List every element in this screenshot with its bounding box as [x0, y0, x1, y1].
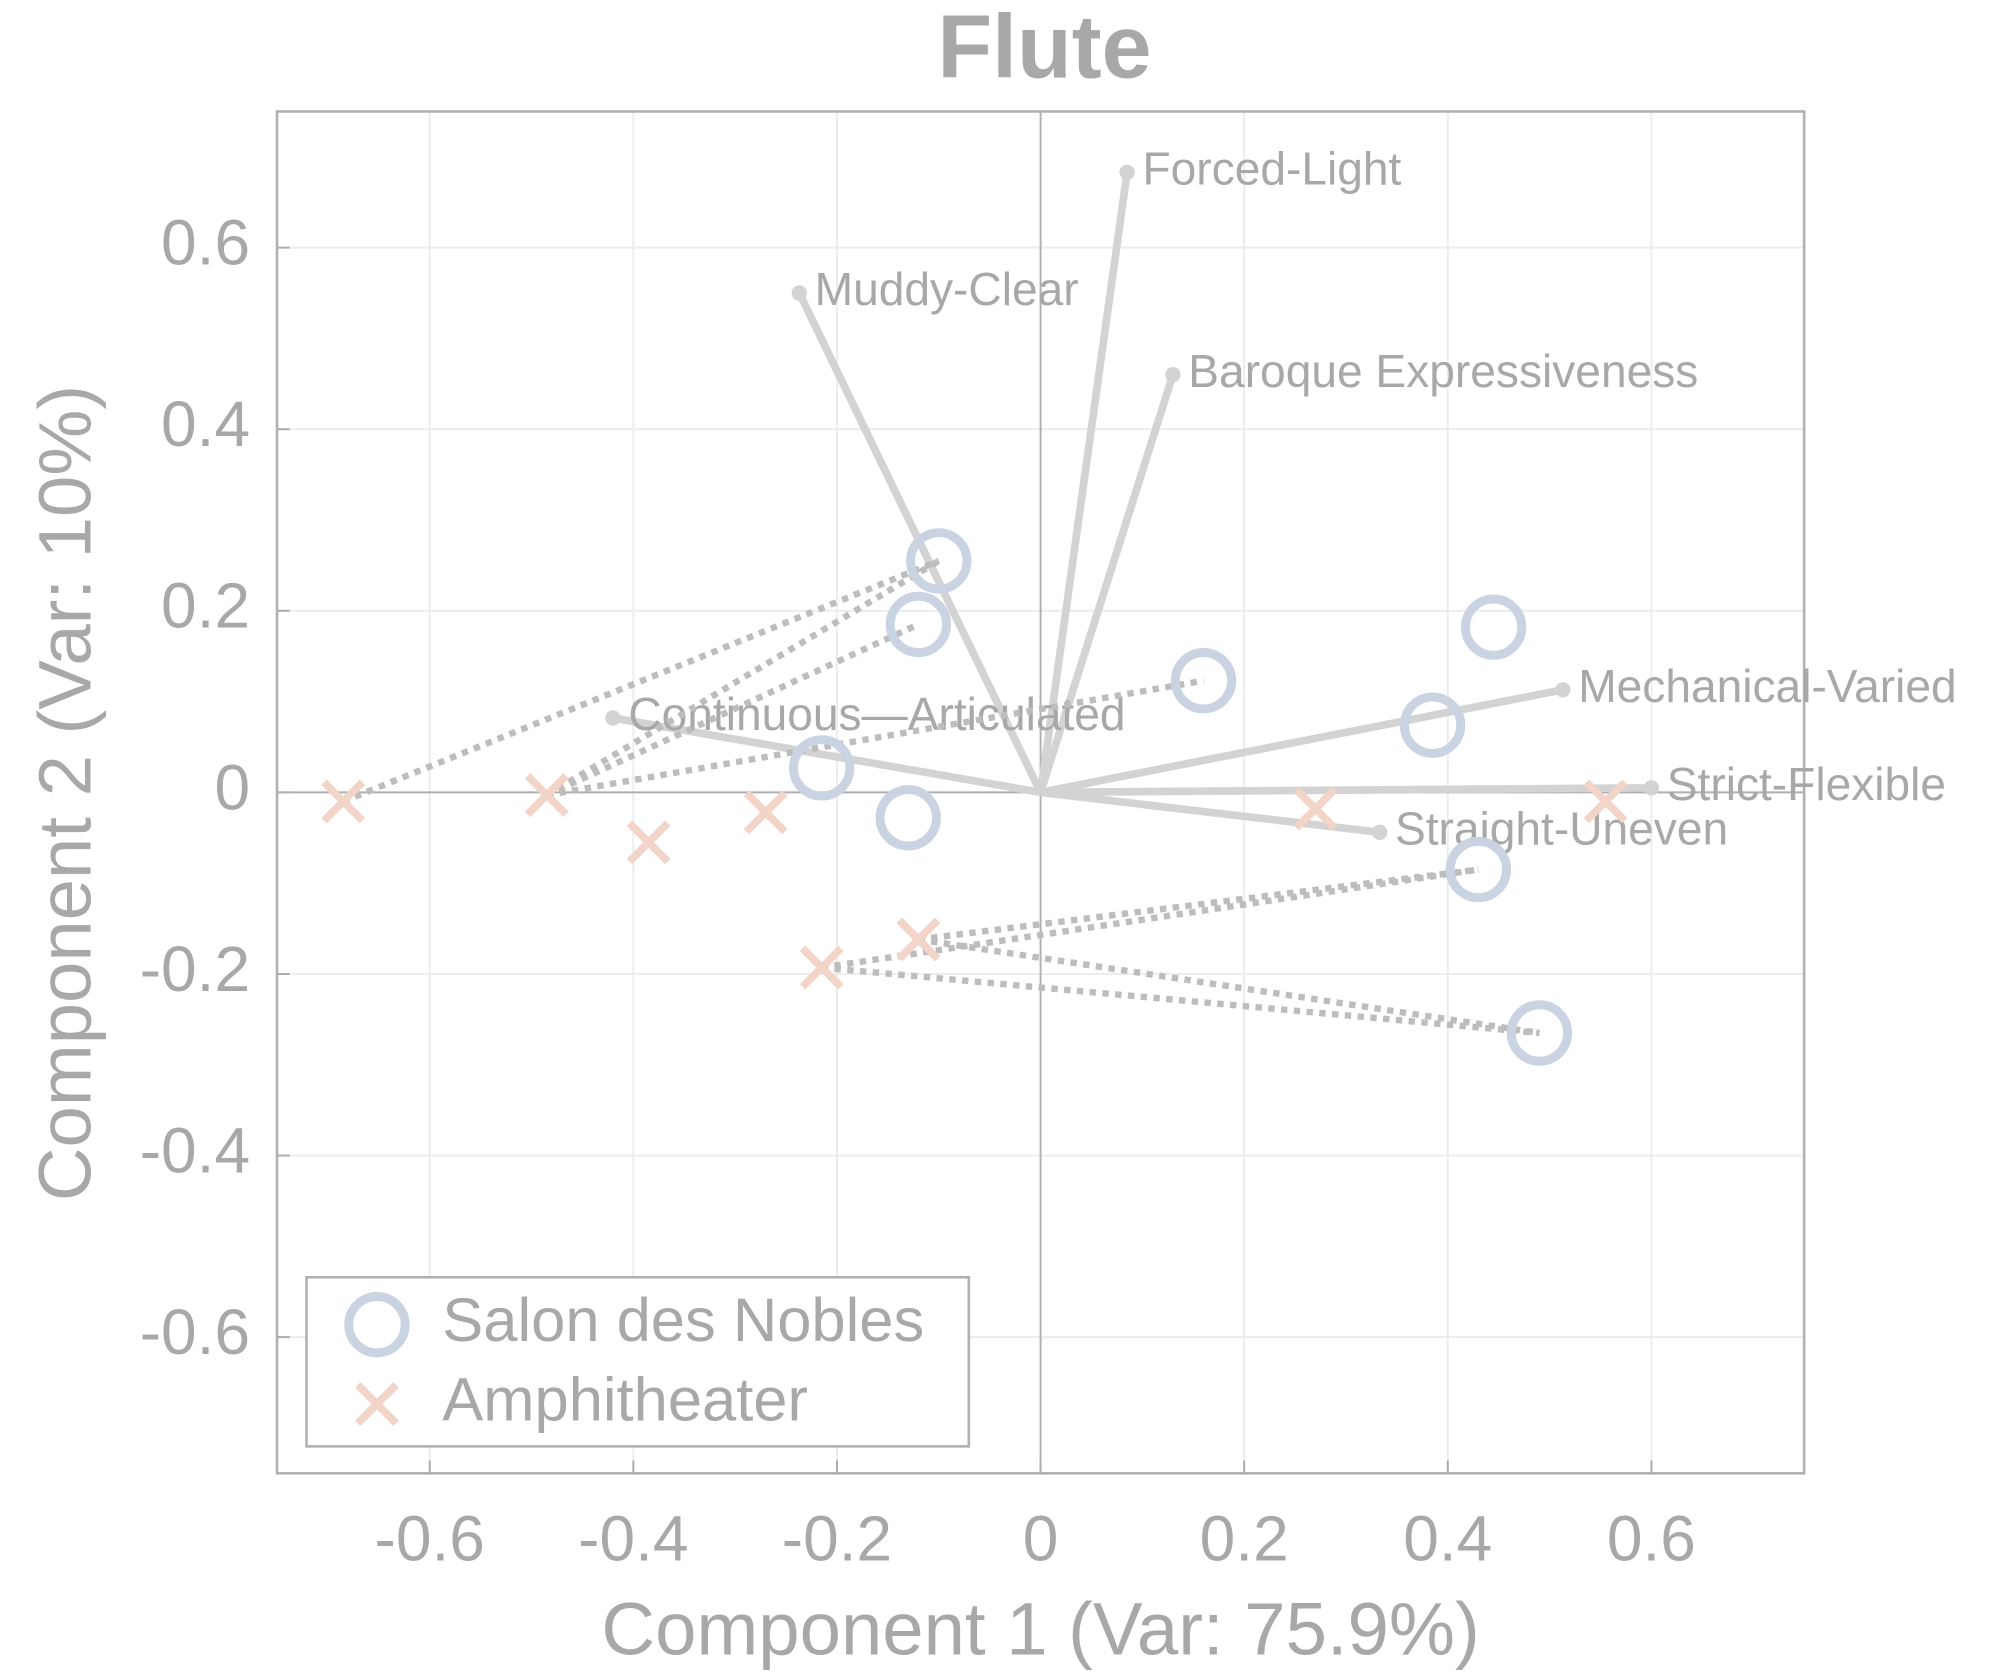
y-axis-label: Component 2 (Var: 10%): [23, 385, 106, 1201]
y-tick-label: 0.2: [161, 570, 250, 642]
vector-tip: [1555, 682, 1571, 698]
connection: [341, 557, 940, 805]
x-tick-label: 0.4: [1403, 1503, 1492, 1575]
y-tick-label: 0.6: [161, 207, 250, 279]
vector-label: Straight-Uneven: [1395, 803, 1728, 855]
y-tick-label: -0.4: [140, 1114, 250, 1186]
vector-label: Continuous—Articulated: [628, 688, 1125, 740]
y-tick-label: -0.2: [140, 933, 250, 1005]
x-tick-label: -0.4: [578, 1503, 688, 1575]
point: [896, 917, 941, 962]
loading-vector: [1036, 373, 1177, 794]
vector-label: Mechanical-Varied: [1578, 660, 1956, 712]
connection: [545, 621, 920, 799]
x-tick-label: -0.2: [782, 1503, 892, 1575]
connection: [545, 558, 941, 798]
legend-label: Salon des Nobles: [442, 1286, 924, 1355]
x-tick-label: -0.6: [375, 1503, 485, 1575]
vector-tip: [1119, 164, 1135, 180]
connection: [918, 866, 1479, 943]
x-tick-label: 0.6: [1607, 1503, 1696, 1575]
vector-tip: [1643, 780, 1660, 796]
loading-vector: [612, 714, 1042, 797]
vector-label: Strict-Flexible: [1667, 758, 1946, 810]
vector-label: Forced-Light: [1142, 142, 1401, 194]
vector-tip: [605, 710, 621, 726]
vector-label: Muddy-Clear: [815, 263, 1079, 315]
point: [743, 790, 788, 835]
point: [789, 735, 855, 801]
y-tick-label: 0.4: [161, 388, 250, 460]
point: [1460, 594, 1527, 660]
point: [626, 820, 671, 865]
connection: [917, 936, 1540, 1037]
connection: [821, 964, 1540, 1037]
point: [875, 785, 941, 851]
legend-marker: [355, 1382, 399, 1427]
point: [321, 779, 366, 824]
loading-vector: [1039, 686, 1564, 797]
connection: [546, 677, 1205, 799]
legend-marker: [344, 1292, 410, 1358]
point: [1170, 648, 1237, 714]
point: [1583, 779, 1628, 824]
x-axis-label: Component 1 (Var: 75.9%): [601, 1587, 1479, 1670]
loading-vector: [1040, 788, 1381, 837]
point: [524, 773, 569, 818]
point: [885, 591, 952, 658]
vector-tip: [1371, 824, 1388, 841]
chart-title: Flute: [937, 0, 1151, 97]
legend-label: Amphitheater: [442, 1365, 808, 1434]
vector-label: Baroque Expressiveness: [1188, 345, 1698, 397]
y-tick-label: 0: [214, 751, 250, 823]
loading-vector: [1036, 171, 1131, 793]
vector-tip: [791, 285, 807, 301]
vector-tip: [1165, 367, 1181, 383]
point: [1399, 692, 1466, 758]
x-tick-label: 0.2: [1200, 1503, 1289, 1575]
x-tick-label: 0: [1023, 1503, 1059, 1575]
y-tick-label: -0.6: [140, 1296, 250, 1368]
point: [799, 945, 844, 990]
loading-vector: [1040, 783, 1652, 797]
point: [1506, 1000, 1573, 1066]
legend-box: [305, 1276, 971, 1448]
point: [1293, 786, 1338, 831]
point: [906, 528, 972, 594]
point: [1445, 836, 1512, 903]
plot-frame: [275, 110, 1806, 1475]
